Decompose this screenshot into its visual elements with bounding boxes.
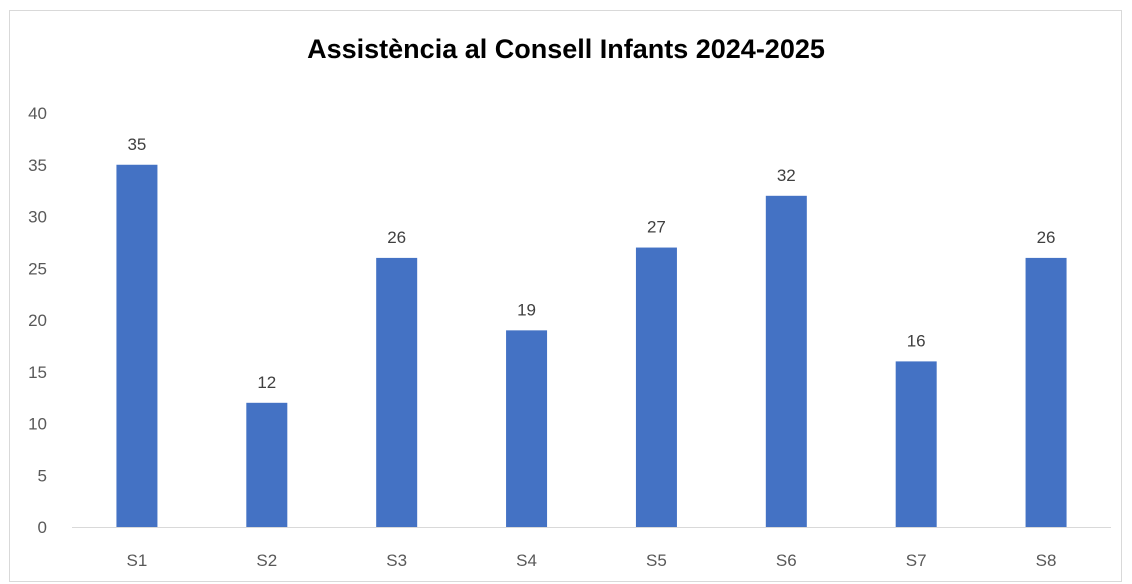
x-tick-label-s7: S7: [906, 551, 927, 570]
x-tick-label-s5: S5: [646, 551, 667, 570]
bar-s8: [1025, 257, 1067, 527]
data-label-s7: 16: [907, 331, 926, 350]
y-tick-label: 35: [28, 156, 47, 175]
data-label-s2: 12: [257, 373, 276, 392]
x-tick-label-s4: S4: [516, 551, 537, 570]
y-tick-label: 0: [38, 518, 47, 537]
x-tick-label-s2: S2: [256, 551, 277, 570]
y-tick-label: 25: [28, 259, 47, 278]
data-label-s1: 35: [127, 135, 146, 154]
bar-s4: [506, 330, 548, 527]
bar-s6: [765, 195, 807, 528]
y-tick-label: 30: [28, 208, 47, 227]
data-label-s6: 32: [777, 166, 796, 185]
bar-s3: [376, 257, 418, 527]
y-tick-label: 15: [28, 363, 47, 382]
bar-s2: [246, 402, 288, 527]
y-tick-label: 40: [28, 104, 47, 123]
data-labels: 35 12 26 19 27 32 16 26: [127, 135, 1055, 392]
x-tick-label-s6: S6: [776, 551, 797, 570]
data-label-s3: 26: [387, 228, 406, 247]
bar-s7: [895, 361, 937, 527]
y-tick-label: 10: [28, 415, 47, 434]
chart-title: Assistència al Consell Infants 2024-2025: [307, 34, 825, 64]
y-tick-label: 5: [38, 466, 47, 485]
x-tick-label-s8: S8: [1036, 551, 1057, 570]
bar-s5: [635, 247, 677, 528]
bars: [116, 164, 1067, 528]
x-tick-label-s3: S3: [386, 551, 407, 570]
data-label-s4: 19: [517, 300, 536, 319]
bar-s1: [116, 164, 158, 527]
data-label-s5: 27: [647, 218, 666, 237]
x-axis-ticks: S1 S2 S3 S4 S5 S6 S7 S8: [127, 551, 1057, 570]
data-label-s8: 26: [1037, 228, 1056, 247]
y-axis-ticks: 0 5 10 15 20 25 30 35 40: [28, 104, 47, 537]
y-tick-label: 20: [28, 311, 47, 330]
x-tick-label-s1: S1: [127, 551, 148, 570]
